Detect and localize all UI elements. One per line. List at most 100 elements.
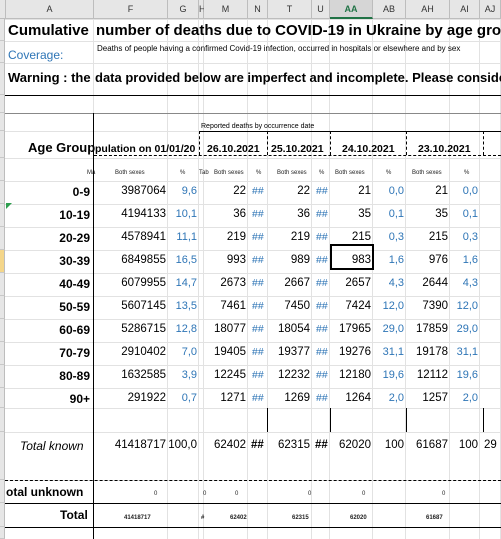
- total-known-d1[interactable]: 62402: [214, 439, 246, 451]
- deaths-24-cell[interactable]: 7424: [345, 300, 371, 312]
- total-unknown-f[interactable]: 0: [154, 491, 158, 497]
- pct-26-hash[interactable]: ##: [252, 392, 264, 404]
- pct-24-cell[interactable]: 4,3: [388, 277, 404, 289]
- pct-24-cell[interactable]: 29,0: [382, 323, 404, 335]
- pct-26-hash[interactable]: ##: [252, 369, 264, 381]
- row-header[interactable]: [0, 527, 5, 539]
- row-header[interactable]: [0, 113, 5, 131]
- deaths-25-cell[interactable]: 989: [290, 254, 310, 266]
- pct-24-cell[interactable]: 0,3: [388, 231, 404, 243]
- pct-24-cell[interactable]: 2,0: [388, 392, 404, 404]
- row-header[interactable]: [0, 41, 5, 63]
- deaths-25-cell[interactable]: 7450: [284, 300, 310, 312]
- pct-25-hash[interactable]: ##: [316, 208, 328, 220]
- column-header-ah[interactable]: AH: [406, 0, 450, 19]
- population-pct-cell[interactable]: 7,0: [181, 346, 197, 358]
- pct-24-cell[interactable]: 1,6: [388, 254, 404, 266]
- column-header-aj[interactable]: AJ: [480, 0, 501, 19]
- total-aa[interactable]: 62020: [350, 515, 367, 521]
- total-known-hash-1[interactable]: ##: [251, 439, 264, 451]
- deaths-23-cell[interactable]: 19178: [416, 346, 448, 358]
- population-cell[interactable]: 6079955: [121, 277, 166, 289]
- pct-25-hash[interactable]: ##: [316, 185, 328, 197]
- pct-24-cell[interactable]: 0,0: [388, 185, 404, 197]
- population-pct-cell[interactable]: 10,1: [175, 208, 197, 220]
- deaths-24-cell[interactable]: 17965: [339, 323, 371, 335]
- deaths-25-cell[interactable]: 22: [297, 185, 310, 197]
- pct-26-hash[interactable]: ##: [252, 346, 264, 358]
- select-all-corner[interactable]: [0, 0, 6, 19]
- deaths-23-cell[interactable]: 976: [428, 254, 448, 266]
- deaths-25-cell[interactable]: 18054: [278, 323, 310, 335]
- population-cell[interactable]: 2910402: [121, 346, 166, 358]
- row-header[interactable]: [0, 181, 5, 204]
- total-known-p3[interactable]: 100: [384, 439, 404, 451]
- row-header[interactable]: [0, 95, 5, 113]
- pct-23-cell[interactable]: 1,6: [462, 254, 478, 266]
- selected-cell-outline[interactable]: [330, 244, 374, 270]
- deaths-25-cell[interactable]: 19377: [278, 346, 310, 358]
- deaths-24-cell[interactable]: 215: [351, 231, 371, 243]
- deaths-24-cell[interactable]: 2657: [345, 277, 371, 289]
- deaths-23-cell[interactable]: 35: [435, 208, 448, 220]
- deaths-26-cell[interactable]: 219: [226, 231, 246, 243]
- population-cell[interactable]: 4194133: [121, 208, 166, 220]
- deaths-26-cell[interactable]: 2673: [220, 277, 246, 289]
- deaths-23-cell[interactable]: 7390: [422, 300, 448, 312]
- pct-23-cell[interactable]: 19,6: [456, 369, 478, 381]
- row-header[interactable]: [0, 250, 5, 273]
- row-header[interactable]: [0, 365, 5, 388]
- population-pct-cell[interactable]: 0,7: [181, 392, 197, 404]
- pct-25-hash[interactable]: ##: [316, 346, 328, 358]
- population-pct-cell[interactable]: 11,1: [176, 231, 197, 243]
- row-header[interactable]: [0, 204, 5, 227]
- column-header-n[interactable]: N: [248, 0, 268, 19]
- total-m[interactable]: 62402: [230, 515, 247, 521]
- column-header-f[interactable]: F: [94, 0, 168, 19]
- population-cell[interactable]: 4578941: [121, 231, 166, 243]
- total-f[interactable]: 41418717: [124, 515, 151, 521]
- pct-24-cell[interactable]: 31,1: [382, 346, 404, 358]
- pct-25-hash[interactable]: ##: [316, 231, 328, 243]
- total-unknown-t[interactable]: 0: [308, 491, 312, 497]
- total-unknown-m[interactable]: 0: [203, 491, 207, 497]
- pct-25-hash[interactable]: ##: [316, 254, 328, 266]
- total-known-d3[interactable]: 62020: [339, 439, 371, 451]
- column-header-t[interactable]: T: [268, 0, 312, 19]
- deaths-26-cell[interactable]: 993: [226, 254, 246, 266]
- pct-23-cell[interactable]: 0,1: [462, 208, 478, 220]
- deaths-23-cell[interactable]: 1257: [422, 392, 448, 404]
- pct-25-hash[interactable]: ##: [316, 300, 328, 312]
- column-header-u[interactable]: U: [312, 0, 330, 19]
- column-header-ab[interactable]: AB: [373, 0, 406, 19]
- pct-26-hash[interactable]: ##: [252, 231, 264, 243]
- total-known-p4[interactable]: 100: [458, 439, 478, 451]
- population-pct-cell[interactable]: 9,6: [181, 185, 197, 197]
- row-header[interactable]: [0, 227, 5, 250]
- population-pct-cell[interactable]: 14,7: [175, 277, 197, 289]
- deaths-25-cell[interactable]: 36: [297, 208, 310, 220]
- total-ah[interactable]: 61687: [426, 515, 443, 521]
- population-pct-cell[interactable]: 12,8: [175, 323, 197, 335]
- pct-26-hash[interactable]: ##: [252, 277, 264, 289]
- total-unknown-ah[interactable]: 0: [442, 491, 446, 497]
- population-cell[interactable]: 291922: [127, 392, 166, 404]
- deaths-24-cell[interactable]: 21: [358, 185, 371, 197]
- row-header[interactable]: [0, 296, 5, 319]
- pct-26-hash[interactable]: ##: [252, 323, 264, 335]
- population-pct-cell[interactable]: 3,9: [181, 369, 197, 381]
- total-unknown-aa[interactable]: 0: [362, 491, 366, 497]
- deaths-24-cell[interactable]: 19276: [339, 346, 371, 358]
- total-known-d2[interactable]: 62315: [278, 439, 310, 451]
- pct-23-cell[interactable]: 0,0: [462, 185, 478, 197]
- total-known-hash-2[interactable]: ##: [315, 439, 328, 451]
- population-cell[interactable]: 5607145: [121, 300, 166, 312]
- row-header[interactable]: [0, 408, 5, 432]
- deaths-26-cell[interactable]: 1271: [220, 392, 246, 404]
- deaths-23-cell[interactable]: 2644: [422, 277, 448, 289]
- population-cell[interactable]: 3987064: [121, 185, 166, 197]
- total-t[interactable]: 62315: [292, 515, 309, 521]
- pct-23-cell[interactable]: 12,0: [456, 300, 478, 312]
- deaths-26-cell[interactable]: 22: [233, 185, 246, 197]
